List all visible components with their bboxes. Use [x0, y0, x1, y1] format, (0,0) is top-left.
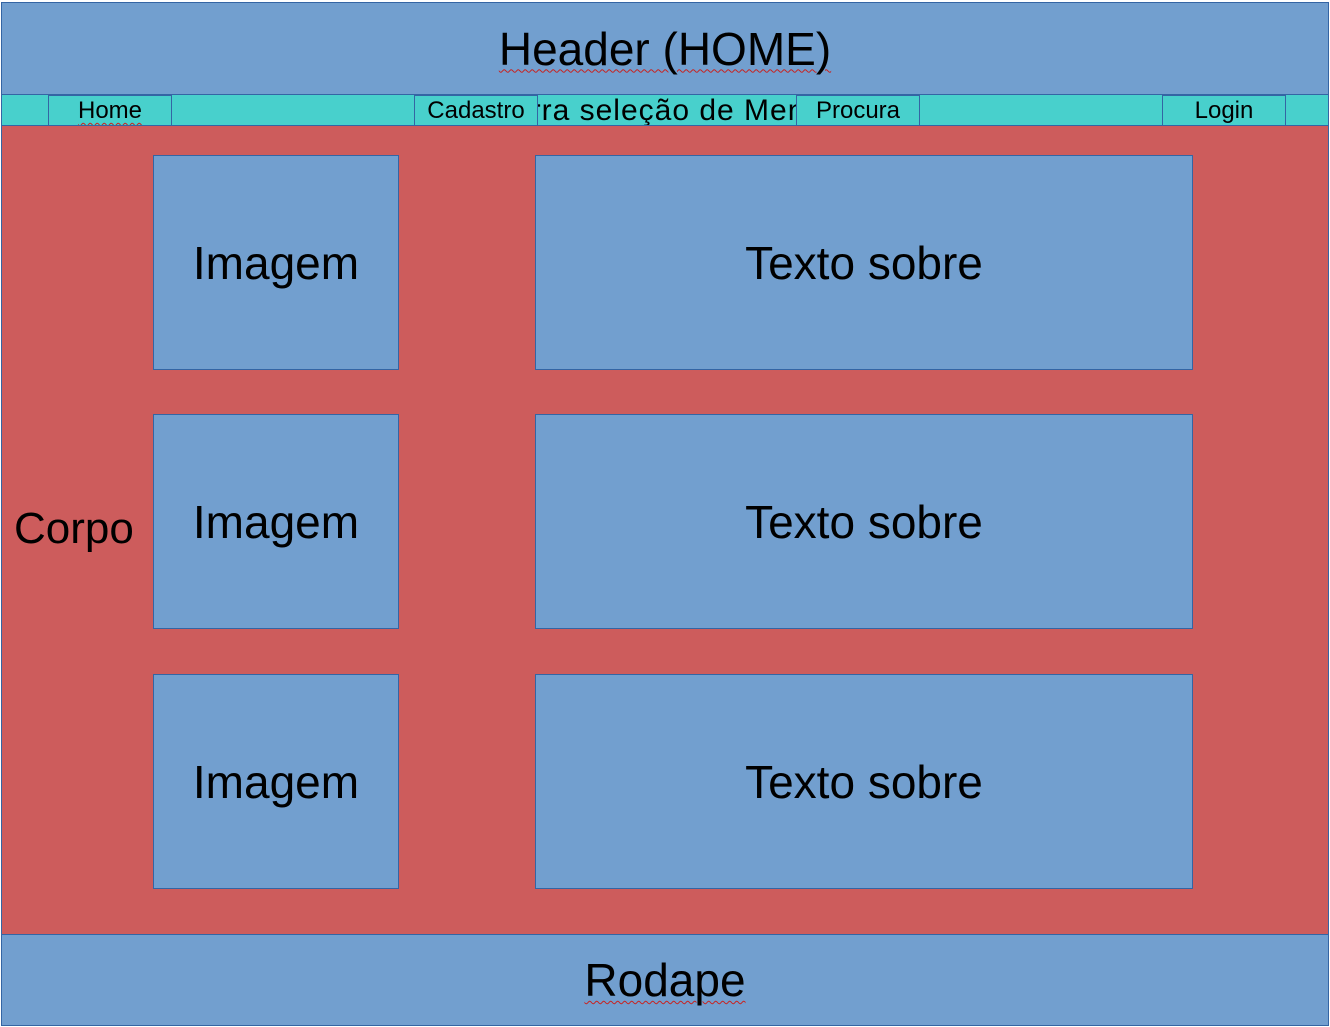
header-block: Header (HOME) — [1, 2, 1329, 95]
image-label: Imagem — [192, 495, 360, 548]
body-label: Corpo — [14, 504, 134, 553]
nav-item-procura[interactable]: Procura — [796, 95, 920, 125]
text-block: Texto sobre — [535, 155, 1193, 370]
nav-item-label: Cadastro — [427, 97, 525, 124]
footer-block: Rodape — [1, 934, 1329, 1026]
image-placeholder: Imagem — [153, 155, 399, 370]
footer-title: Rodape — [584, 954, 746, 1006]
image-label: Imagem — [192, 236, 360, 289]
nav-item-label: Home — [77, 97, 143, 124]
nav-bar-label: Barra seleção de Menus — [491, 94, 840, 126]
nav-item-label: Procura — [815, 97, 901, 124]
text-block: Texto sobre — [535, 674, 1193, 889]
image-label: Imagem — [192, 755, 360, 808]
nav-item-cadastro[interactable]: Cadastro — [414, 95, 538, 125]
header-title: Header (HOME) — [498, 22, 832, 75]
nav-item-login[interactable]: Login — [1162, 95, 1286, 125]
text-label: Texto sobre — [745, 495, 983, 548]
text-block: Texto sobre — [535, 414, 1193, 629]
nav-item-label: Login — [1194, 97, 1254, 124]
nav-bar: Barra seleção de Menus Home Cadastro Pro… — [1, 94, 1329, 126]
text-label: Texto sobre — [745, 755, 983, 808]
image-placeholder: Imagem — [153, 674, 399, 889]
text-label: Texto sobre — [745, 236, 983, 289]
nav-item-home[interactable]: Home — [48, 95, 172, 125]
image-placeholder: Imagem — [153, 414, 399, 629]
